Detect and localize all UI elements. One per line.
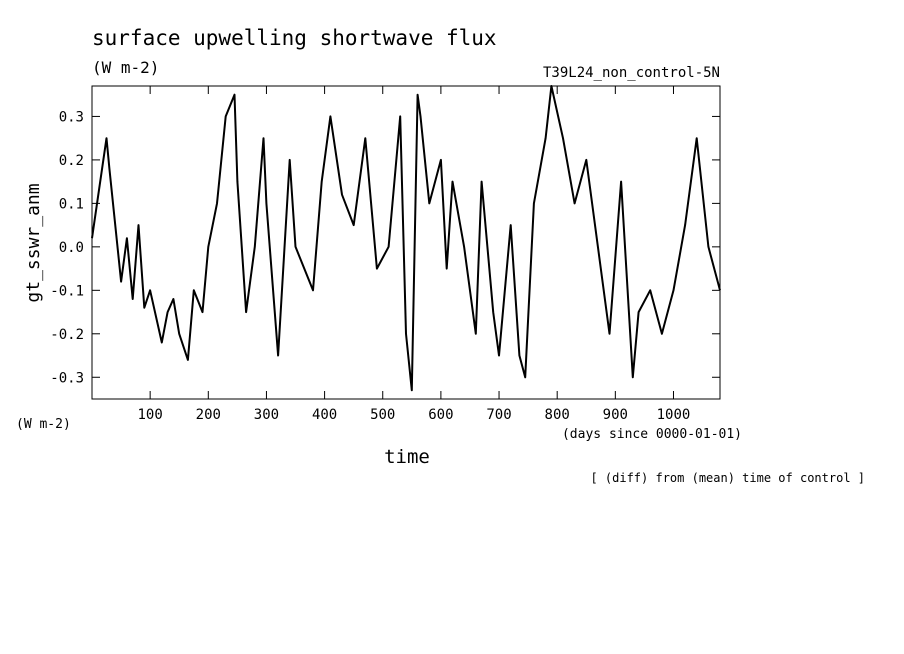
x-tick-label: 100 bbox=[137, 407, 162, 423]
run-label: T39L24_non_control-5N bbox=[543, 65, 720, 81]
data-series-line bbox=[91, 85, 721, 392]
x-tick-label: 900 bbox=[603, 407, 628, 423]
x-tick-label: 600 bbox=[428, 407, 453, 423]
y-units-label: (W m-2) bbox=[16, 417, 71, 432]
control-note: [ (diff) from (mean) time of control ] bbox=[590, 471, 865, 485]
y-axis-label: gt_sswr_anm bbox=[23, 183, 44, 302]
x-axis-label: time bbox=[384, 446, 430, 468]
plot-frame bbox=[91, 85, 721, 400]
x-tick-label: 300 bbox=[254, 407, 279, 423]
y-tick-label: -0.2 bbox=[50, 327, 84, 343]
x-units-label: (days since 0000-01-01) bbox=[562, 427, 742, 442]
x-tick-label: 400 bbox=[312, 407, 337, 423]
y-tick-label: 0.1 bbox=[59, 196, 84, 212]
x-tick-label: 200 bbox=[196, 407, 221, 423]
chart-units: (W m-2) bbox=[92, 58, 159, 77]
y-tick-label: 0.2 bbox=[59, 153, 84, 169]
x-tick-label: 500 bbox=[370, 407, 395, 423]
x-tick-label: 700 bbox=[486, 407, 511, 423]
y-tick-label: 0.3 bbox=[59, 109, 84, 125]
x-tick-label: 800 bbox=[545, 407, 570, 423]
y-tick-label: -0.3 bbox=[50, 370, 84, 386]
y-tick-label: -0.1 bbox=[50, 283, 84, 299]
x-tick-label: 1000 bbox=[657, 407, 691, 423]
chart-title: surface upwelling shortwave flux bbox=[92, 26, 497, 50]
y-tick-label: 0.0 bbox=[59, 240, 84, 256]
plot-area: 100 200 300 400 500 600 700 800 900 1000 -0.3 -0.2 -… bbox=[50, 85, 721, 423]
